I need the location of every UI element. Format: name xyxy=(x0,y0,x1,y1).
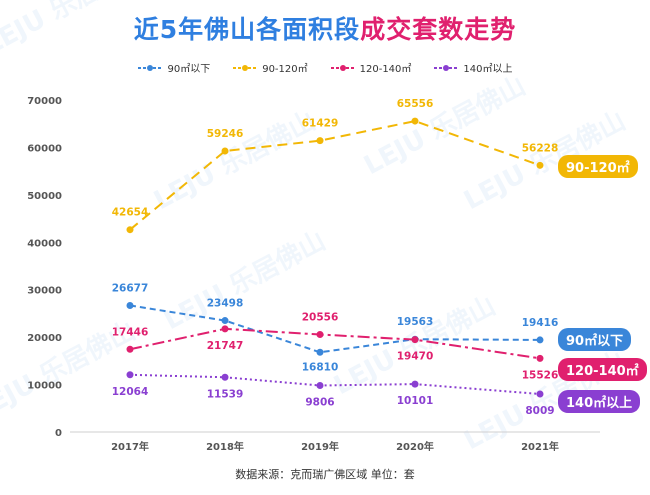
data-label: 21747 xyxy=(207,340,244,352)
legend-swatch xyxy=(434,64,459,71)
data-point xyxy=(411,380,419,388)
series-end-tag: 90㎡以下 xyxy=(558,328,632,351)
legend-label: 140㎡以上 xyxy=(463,64,513,75)
data-point xyxy=(126,301,134,309)
data-label: 65556 xyxy=(397,98,434,110)
legend-swatch xyxy=(138,64,163,71)
data-label: 42654 xyxy=(112,207,149,219)
data-label: 15526 xyxy=(522,369,559,381)
data-point xyxy=(411,117,419,125)
data-label: 12064 xyxy=(112,386,149,398)
data-label: 59246 xyxy=(207,128,244,140)
legend-label: 90-120㎡ xyxy=(262,64,308,75)
series-line xyxy=(129,327,541,360)
legend-item: 90-120㎡ xyxy=(232,60,308,75)
data-label: 10101 xyxy=(397,395,434,407)
data-point xyxy=(126,345,134,353)
x-tick-label: 2020年 xyxy=(396,440,434,453)
data-label: 23498 xyxy=(207,298,244,310)
chart-title-part1: 近5年佛山各面积段 xyxy=(133,15,361,44)
chart-legend: 90㎡以下 90-120㎡ 120-140㎡ 140㎡以上 xyxy=(0,60,650,75)
data-label: 19470 xyxy=(397,351,434,363)
data-point xyxy=(316,331,324,339)
legend-item: 120-140㎡ xyxy=(330,60,412,75)
legend-label: 120-140㎡ xyxy=(359,64,412,75)
y-tick-label: 0 xyxy=(55,428,62,439)
data-point xyxy=(126,371,134,379)
y-tick-label: 50000 xyxy=(27,191,62,202)
series-end-tag: 90-120㎡ xyxy=(558,155,638,178)
data-point xyxy=(411,336,419,344)
data-label: 17446 xyxy=(112,326,149,338)
legend-label: 90㎡以下 xyxy=(167,64,211,75)
y-tick-label: 20000 xyxy=(27,333,62,344)
data-point xyxy=(316,381,324,389)
data-point xyxy=(221,373,229,381)
y-tick-label: 70000 xyxy=(27,96,62,107)
data-point xyxy=(316,137,324,145)
y-tick-label: 10000 xyxy=(27,381,62,392)
data-point xyxy=(536,390,544,398)
data-label: 19416 xyxy=(522,317,559,329)
data-point xyxy=(221,317,229,325)
data-point xyxy=(221,325,229,333)
x-tick-label: 2017年 xyxy=(111,440,149,453)
data-label: 61429 xyxy=(302,118,339,130)
data-label: 56228 xyxy=(522,142,559,154)
legend-item: 90㎡以下 xyxy=(137,60,210,75)
data-point xyxy=(221,147,229,155)
data-point xyxy=(126,226,134,234)
data-source-footer: 数据来源：克而瑞广佛区域 单位：套 xyxy=(235,468,415,481)
data-point xyxy=(536,354,544,362)
x-tick-label: 2018年 xyxy=(206,440,244,453)
y-tick-label: 60000 xyxy=(27,143,62,154)
data-label: 26677 xyxy=(112,282,149,294)
data-label: 11539 xyxy=(207,388,244,400)
watermark-text: LEJU 乐居佛山 xyxy=(0,0,151,61)
series-line xyxy=(129,304,541,354)
chart-title: 近5年佛山各面积段成交套数走势 xyxy=(0,10,650,46)
chart-title-part2: 成交套数走势 xyxy=(360,15,517,44)
x-tick-label: 2019年 xyxy=(301,440,339,453)
data-label: 16810 xyxy=(302,361,339,373)
data-label: 20556 xyxy=(302,312,339,324)
series-end-tag: 140㎡以上 xyxy=(558,390,641,413)
watermark-text: LEJU 乐居佛山 xyxy=(149,106,320,216)
legend-swatch xyxy=(330,64,355,71)
legend-swatch xyxy=(233,64,258,71)
series-line xyxy=(129,120,541,231)
data-point xyxy=(536,336,544,344)
series-end-tag: 120-140㎡ xyxy=(558,358,647,381)
data-point xyxy=(316,348,324,356)
data-label: 8009 xyxy=(525,405,554,417)
legend-item: 140㎡以上 xyxy=(433,60,513,75)
data-label: 9806 xyxy=(305,396,334,408)
y-tick-label: 30000 xyxy=(27,286,62,297)
y-tick-label: 40000 xyxy=(27,238,62,249)
data-point xyxy=(536,161,544,169)
x-tick-label: 2021年 xyxy=(521,440,559,453)
data-label: 19563 xyxy=(397,316,434,328)
